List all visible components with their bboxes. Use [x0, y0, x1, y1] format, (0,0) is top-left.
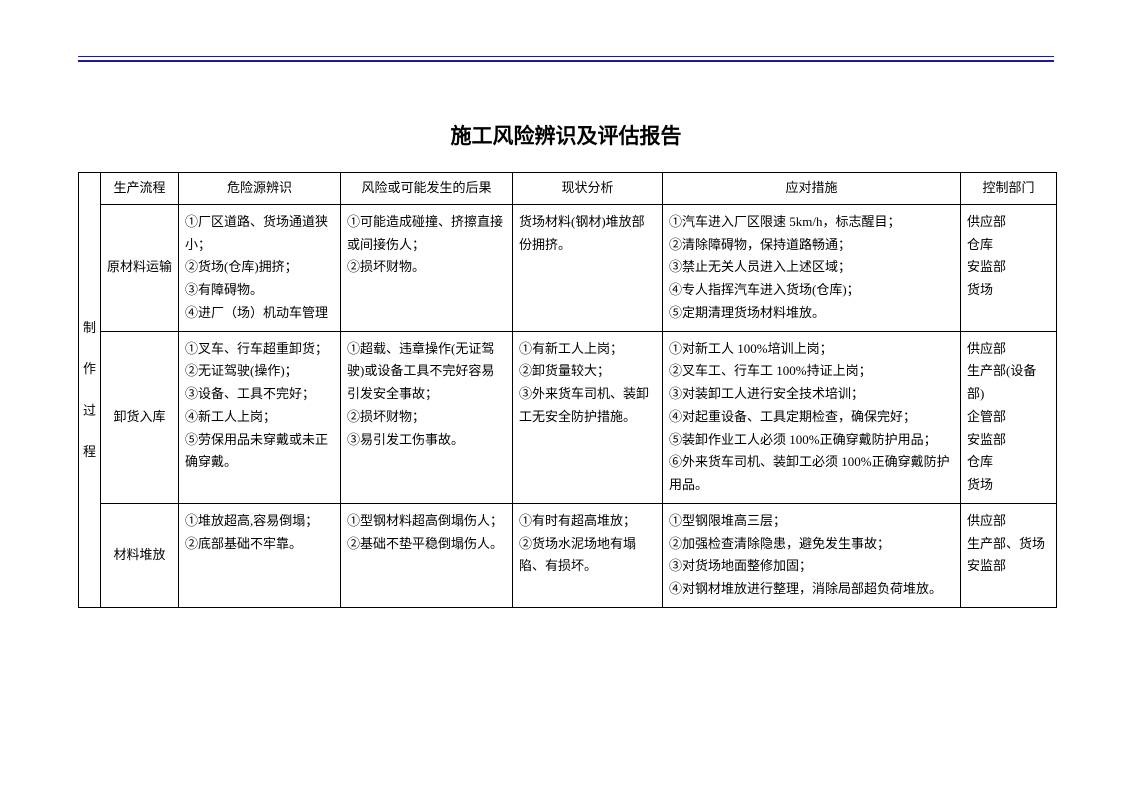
table-header-row: 制 作 过 程 生产流程 危险源辨识 风险或可能发生的后果 现状分析 应对措施 …	[79, 173, 1057, 205]
cell-dept: 供应部 生产部(设备部) 企管部 安监部 仓库 货场	[961, 331, 1057, 503]
cell-process: 原材料运输	[101, 204, 179, 331]
col-header-current: 现状分析	[513, 173, 663, 205]
cell-measure: ①型钢限堆高三层； ②加强检查清除隐患，避免发生事故； ③对货场地面整修加固； …	[663, 503, 961, 607]
page-title: 施工风险辨识及评估报告	[78, 120, 1054, 150]
col-header-process: 生产流程	[101, 173, 179, 205]
col-header-risk: 风险或可能发生的后果	[341, 173, 513, 205]
cell-hazard: ①厂区道路、货场通道狭小； ②货场(仓库)拥挤； ③有障碍物。 ④进厂（场）机动…	[179, 204, 341, 331]
cell-hazard: ①堆放超高,容易倒塌； ②底部基础不牢靠。	[179, 503, 341, 607]
cell-current: ①有时有超高堆放； ②货场水泥场地有塌陷、有损坏。	[513, 503, 663, 607]
col-header-dept: 控制部门	[961, 173, 1057, 205]
cell-risk: ①可能造成碰撞、挤擦直接或间接伤人； ②损坏财物。	[341, 204, 513, 331]
cell-process: 材料堆放	[101, 503, 179, 607]
cell-process: 卸货入库	[101, 331, 179, 503]
cell-hazard: ①叉车、行车超重卸货； ②无证驾驶(操作)； ③设备、工具不完好； ④新工人上岗…	[179, 331, 341, 503]
table-row: 材料堆放 ①堆放超高,容易倒塌； ②底部基础不牢靠。 ①型钢材料超高倒塌伤人； …	[79, 503, 1057, 607]
cell-measure: ①汽车进入厂区限速 5km/h，标志醒目； ②清除障碍物，保持道路畅通； ③禁止…	[663, 204, 961, 331]
cell-current: ①有新工人上岗； ②卸货量较大； ③外来货车司机、装卸工无安全防护措施。	[513, 331, 663, 503]
cell-measure: ①对新工人 100%培训上岗； ②叉车工、行车工 100%持证上岗； ③对装卸工…	[663, 331, 961, 503]
row-group-label: 制 作 过 程	[79, 173, 101, 608]
cell-dept: 供应部 生产部、货场 安监部	[961, 503, 1057, 607]
cell-current: 货场材料(钢材)堆放部份拥挤。	[513, 204, 663, 331]
cell-risk: ①型钢材料超高倒塌伤人； ②基础不垫平稳倒塌伤人。	[341, 503, 513, 607]
col-header-hazard: 危险源辨识	[179, 173, 341, 205]
cell-dept: 供应部 仓库 安监部 货场	[961, 204, 1057, 331]
table-row: 原材料运输 ①厂区道路、货场通道狭小； ②货场(仓库)拥挤； ③有障碍物。 ④进…	[79, 204, 1057, 331]
risk-table: 制 作 过 程 生产流程 危险源辨识 风险或可能发生的后果 现状分析 应对措施 …	[78, 172, 1057, 608]
col-header-measure: 应对措施	[663, 173, 961, 205]
cell-risk: ①超载、违章操作(无证驾驶)或设备工具不完好容易引发安全事故； ②损坏财物； ③…	[341, 331, 513, 503]
table-row: 卸货入库 ①叉车、行车超重卸货； ②无证驾驶(操作)； ③设备、工具不完好； ④…	[79, 331, 1057, 503]
